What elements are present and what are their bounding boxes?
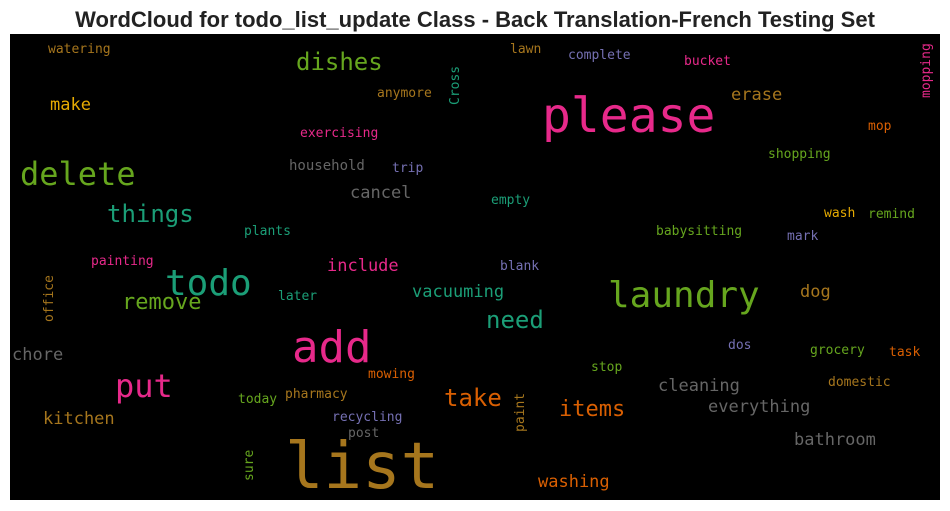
word: cancel (350, 183, 411, 203)
word: delete (20, 155, 136, 193)
word: washing (538, 472, 610, 492)
word: today (238, 392, 277, 407)
word: mop (868, 119, 892, 134)
word: domestic (828, 375, 891, 390)
word: plants (244, 224, 291, 239)
word: laundry (608, 275, 760, 316)
word: items (559, 397, 625, 422)
word: things (107, 200, 194, 228)
word: take (444, 384, 502, 412)
word: recycling (332, 410, 402, 425)
word: dos (728, 338, 751, 353)
word: mopping (919, 43, 934, 98)
word: dog (800, 282, 831, 302)
word: wash (824, 206, 855, 221)
word: painting (91, 254, 154, 269)
word: remind (868, 207, 915, 222)
word: todo (165, 263, 252, 304)
word: include (327, 256, 399, 276)
word: remove (122, 290, 201, 315)
word: everything (708, 397, 810, 417)
word: put (115, 367, 173, 405)
word: office (42, 275, 57, 322)
word: post (348, 426, 379, 441)
word: watering (48, 42, 111, 57)
word: dishes (296, 48, 383, 76)
word: vacuuming (412, 282, 504, 302)
word: trip (392, 161, 423, 176)
word: bathroom (794, 430, 876, 450)
word: bucket (684, 54, 731, 69)
word: complete (568, 48, 631, 63)
word: cleaning (658, 376, 740, 396)
word: list (285, 430, 439, 504)
word: anymore (377, 86, 432, 101)
word: erase (731, 85, 782, 105)
word: grocery (810, 343, 865, 358)
word: exercising (300, 126, 378, 141)
word: mark (787, 229, 818, 244)
word: later (278, 289, 317, 304)
word: need (486, 306, 544, 334)
cloud-background (10, 34, 940, 500)
word: pharmacy (285, 387, 348, 402)
word: mowing (368, 367, 415, 382)
word: stop (591, 360, 622, 375)
word: sure (242, 450, 257, 481)
word: babysitting (656, 224, 742, 239)
word: make (50, 95, 91, 115)
word: add (292, 322, 371, 373)
word: paint (513, 393, 528, 432)
word: empty (491, 193, 530, 208)
word: Cross (448, 66, 463, 105)
word: household (289, 158, 365, 174)
word: task (889, 345, 920, 360)
word: chore (12, 345, 63, 365)
word: shopping (768, 147, 831, 162)
word: lawn (510, 42, 541, 57)
chart-title: WordCloud for todo_list_update Class - B… (75, 7, 876, 32)
word: blank (500, 259, 539, 274)
word: kitchen (43, 409, 115, 429)
word: please (542, 88, 715, 144)
